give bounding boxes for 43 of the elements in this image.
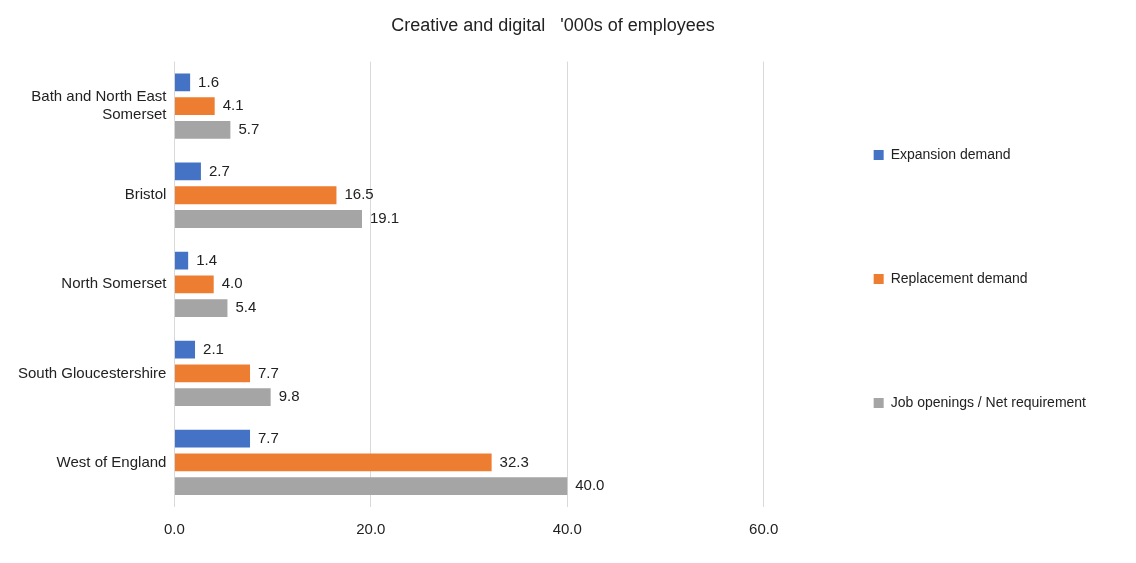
chart-title: Creative and digital '000s of employees [391, 14, 715, 35]
bar [174, 120, 231, 139]
data-label: 40.0 [575, 476, 605, 494]
bar [174, 477, 568, 496]
y-tick-label: North Somerset [61, 274, 168, 292]
x-tick-label: 60.0 [749, 520, 779, 538]
bar [174, 97, 215, 116]
x-tick-label: 20.0 [356, 520, 386, 538]
bar [174, 299, 228, 317]
legend-label: Expansion demand [890, 145, 1011, 162]
y-tick-label: West of England [56, 452, 167, 470]
bar [174, 251, 189, 270]
bar [174, 364, 251, 383]
y-tick-label: Bath and North East Somerset [31, 87, 168, 123]
data-label: 2.1 [203, 339, 224, 357]
x-tick-label: 0.0 [163, 520, 185, 538]
data-label: 1.6 [198, 72, 219, 90]
bar [174, 186, 337, 205]
legend-label: Job openings / Net requirement [890, 393, 1087, 410]
bar [174, 429, 251, 448]
data-label: 5.7 [238, 120, 260, 138]
data-label: 4.0 [221, 274, 243, 292]
x-tick-label: 40.0 [552, 520, 582, 538]
data-label: 2.7 [208, 161, 230, 179]
bar [174, 340, 196, 359]
data-label: 1.4 [196, 250, 218, 268]
bar [174, 210, 362, 228]
bar [174, 453, 492, 472]
data-label: 9.8 [278, 387, 300, 405]
bar [174, 388, 271, 407]
data-label: 32.3 [499, 452, 529, 470]
legend-label: Replacement demand [890, 269, 1028, 286]
y-tick-label: Bristol [124, 185, 167, 203]
data-label: 16.5 [344, 185, 374, 203]
data-label: 19.1 [369, 209, 400, 227]
data-label: 7.7 [258, 363, 279, 381]
y-tick-label: South Gloucestershire [17, 363, 167, 381]
data-label: 5.4 [235, 298, 257, 316]
data-label: 7.7 [258, 428, 279, 446]
bar [174, 73, 191, 92]
bar [174, 162, 201, 181]
bar [174, 275, 214, 294]
data-label: 4.1 [222, 96, 244, 114]
